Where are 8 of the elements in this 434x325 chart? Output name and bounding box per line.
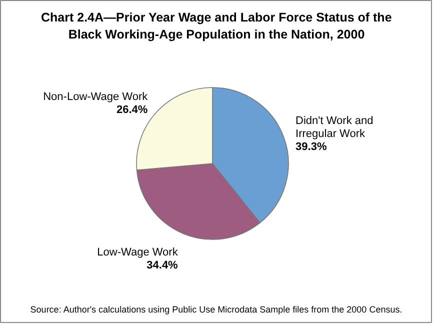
- data-label: 26.4%: [116, 104, 148, 116]
- chart-title: Chart 2.4A—Prior Year Wage and Labor Force Status of the Black Working-Age Population in the Nation, 2000: [41, 10, 392, 42]
- slice-label: Didn't Work and Irregular Work: [296, 114, 374, 140]
- data-label: 39.3%: [296, 140, 327, 153]
- source-note: Source: Author's calculations using Public Use Microdata Sample files from the 2000 Census.: [30, 304, 402, 314]
- slice-label: Low-Wage Work: [97, 246, 178, 258]
- data-label: 34.4%: [146, 259, 178, 272]
- slice-label: Non-Low-Wage Work: [43, 91, 148, 104]
